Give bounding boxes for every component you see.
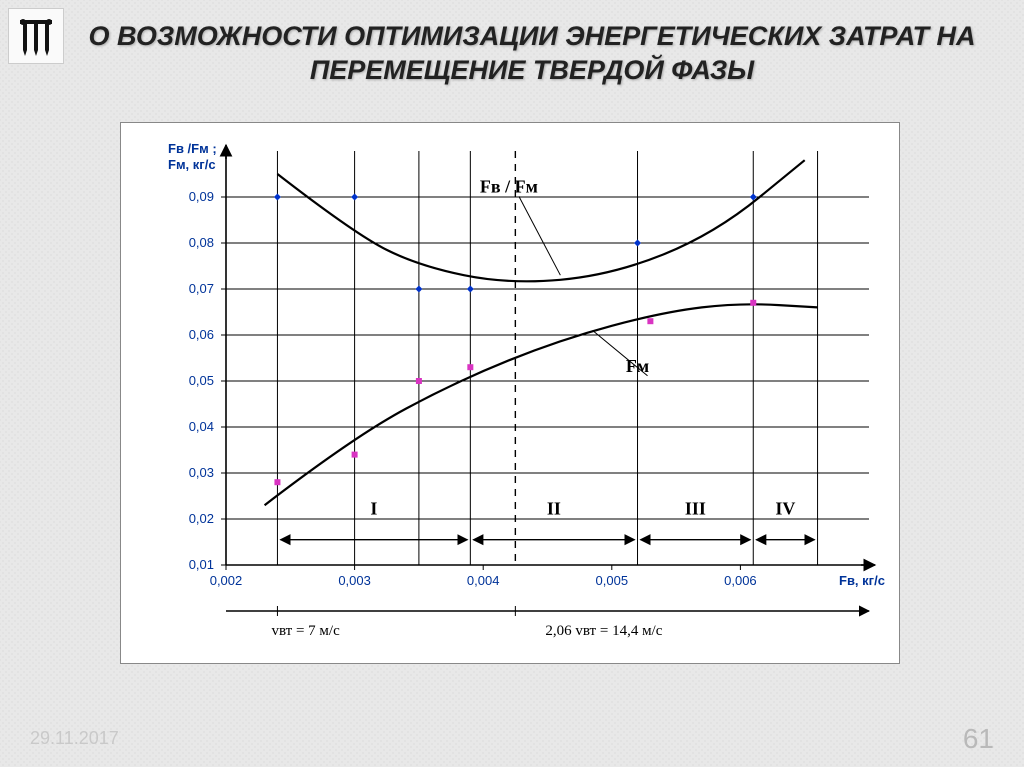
svg-text:0,06: 0,06 xyxy=(189,327,214,342)
svg-text:Fв /Fм ;: Fв /Fм ; xyxy=(168,141,217,156)
svg-text:I: I xyxy=(370,498,377,518)
svg-text:0,04: 0,04 xyxy=(189,419,214,434)
svg-text:0,005: 0,005 xyxy=(596,573,629,588)
svg-text:0,006: 0,006 xyxy=(724,573,757,588)
svg-text:0,09: 0,09 xyxy=(189,189,214,204)
svg-text:2,06 vвт = 14,4 м/с: 2,06 vвт = 14,4 м/с xyxy=(545,623,662,639)
slide-title: О ВОЗМОЖНОСТИ ОПТИМИЗАЦИИ ЭНЕРГЕТИЧЕСКИХ… xyxy=(70,20,994,88)
chart-svg: 0,01 0,02 0,03 0,04 0,05 0,06 0,07 0,08 0,09 0,00… xyxy=(121,123,899,663)
svg-text:0,05: 0,05 xyxy=(189,373,214,388)
logo-glyph xyxy=(8,8,64,64)
svg-text:0,03: 0,03 xyxy=(189,465,214,480)
svg-text:0,02: 0,02 xyxy=(189,511,214,526)
svg-text:Fм, кг/с: Fм, кг/с xyxy=(168,157,216,172)
footer-page-number: 61 xyxy=(963,723,994,755)
svg-text:Fв, кг/с: Fв, кг/с xyxy=(839,573,885,588)
svg-text:0,002: 0,002 xyxy=(210,573,243,588)
svg-text:Fм: Fм xyxy=(626,356,649,376)
svg-text:0,004: 0,004 xyxy=(467,573,500,588)
svg-text:0,01: 0,01 xyxy=(189,557,214,572)
svg-text:0,08: 0,08 xyxy=(189,235,214,250)
svg-text:vвт = 7 м/с: vвт = 7 м/с xyxy=(271,623,340,639)
svg-text:IV: IV xyxy=(775,498,795,518)
footer-date: 29.11.2017 xyxy=(30,728,119,749)
svg-text:Fв / Fм: Fв / Fм xyxy=(480,176,538,196)
svg-text:III: III xyxy=(685,498,706,518)
svg-text:0,003: 0,003 xyxy=(338,573,371,588)
chart-container: 0,01 0,02 0,03 0,04 0,05 0,06 0,07 0,08 0,09 0,00… xyxy=(120,122,900,664)
svg-text:II: II xyxy=(547,498,561,518)
svg-text:0,07: 0,07 xyxy=(189,281,214,296)
